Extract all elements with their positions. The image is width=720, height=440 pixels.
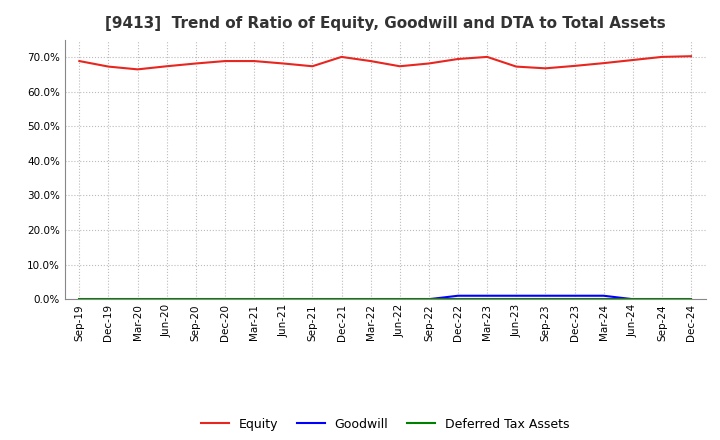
Deferred Tax Assets: [425, 297, 433, 302]
Deferred Tax Assets: [599, 297, 608, 302]
Equity: [220, 59, 229, 64]
Goodwill: [104, 297, 113, 302]
Equity: [192, 61, 200, 66]
Goodwill: [599, 293, 608, 298]
Goodwill: [366, 297, 375, 302]
Equity: [687, 54, 696, 59]
Equity: [541, 66, 550, 71]
Deferred Tax Assets: [163, 297, 171, 302]
Deferred Tax Assets: [192, 297, 200, 302]
Equity: [308, 64, 317, 69]
Equity: [250, 59, 258, 64]
Deferred Tax Assets: [337, 297, 346, 302]
Goodwill: [75, 297, 84, 302]
Equity: [279, 61, 287, 66]
Goodwill: [483, 293, 492, 298]
Deferred Tax Assets: [687, 297, 696, 302]
Equity: [104, 64, 113, 69]
Deferred Tax Assets: [308, 297, 317, 302]
Equity: [425, 61, 433, 66]
Line: Equity: Equity: [79, 56, 691, 70]
Line: Goodwill: Goodwill: [79, 296, 691, 299]
Goodwill: [629, 297, 637, 302]
Deferred Tax Assets: [657, 297, 666, 302]
Deferred Tax Assets: [279, 297, 287, 302]
Equity: [163, 64, 171, 69]
Deferred Tax Assets: [104, 297, 113, 302]
Goodwill: [192, 297, 200, 302]
Deferred Tax Assets: [220, 297, 229, 302]
Goodwill: [512, 293, 521, 298]
Deferred Tax Assets: [366, 297, 375, 302]
Equity: [629, 57, 637, 62]
Goodwill: [250, 297, 258, 302]
Deferred Tax Assets: [454, 297, 462, 302]
Deferred Tax Assets: [75, 297, 84, 302]
Deferred Tax Assets: [512, 297, 521, 302]
Deferred Tax Assets: [570, 297, 579, 302]
Deferred Tax Assets: [133, 297, 142, 302]
Goodwill: [454, 293, 462, 298]
Goodwill: [308, 297, 317, 302]
Goodwill: [541, 293, 550, 298]
Goodwill: [337, 297, 346, 302]
Equity: [366, 59, 375, 64]
Goodwill: [163, 297, 171, 302]
Deferred Tax Assets: [629, 297, 637, 302]
Goodwill: [657, 297, 666, 302]
Deferred Tax Assets: [541, 297, 550, 302]
Equity: [133, 67, 142, 72]
Goodwill: [220, 297, 229, 302]
Equity: [570, 63, 579, 69]
Goodwill: [279, 297, 287, 302]
Goodwill: [133, 297, 142, 302]
Equity: [75, 59, 84, 64]
Deferred Tax Assets: [483, 297, 492, 302]
Equity: [657, 54, 666, 59]
Equity: [395, 64, 404, 69]
Goodwill: [425, 297, 433, 302]
Deferred Tax Assets: [395, 297, 404, 302]
Deferred Tax Assets: [250, 297, 258, 302]
Goodwill: [395, 297, 404, 302]
Goodwill: [570, 293, 579, 298]
Equity: [483, 54, 492, 59]
Equity: [512, 64, 521, 69]
Title: [9413]  Trend of Ratio of Equity, Goodwill and DTA to Total Assets: [9413] Trend of Ratio of Equity, Goodwil…: [105, 16, 665, 32]
Equity: [337, 54, 346, 59]
Equity: [454, 56, 462, 62]
Equity: [599, 60, 608, 66]
Goodwill: [687, 297, 696, 302]
Legend: Equity, Goodwill, Deferred Tax Assets: Equity, Goodwill, Deferred Tax Assets: [197, 413, 574, 436]
